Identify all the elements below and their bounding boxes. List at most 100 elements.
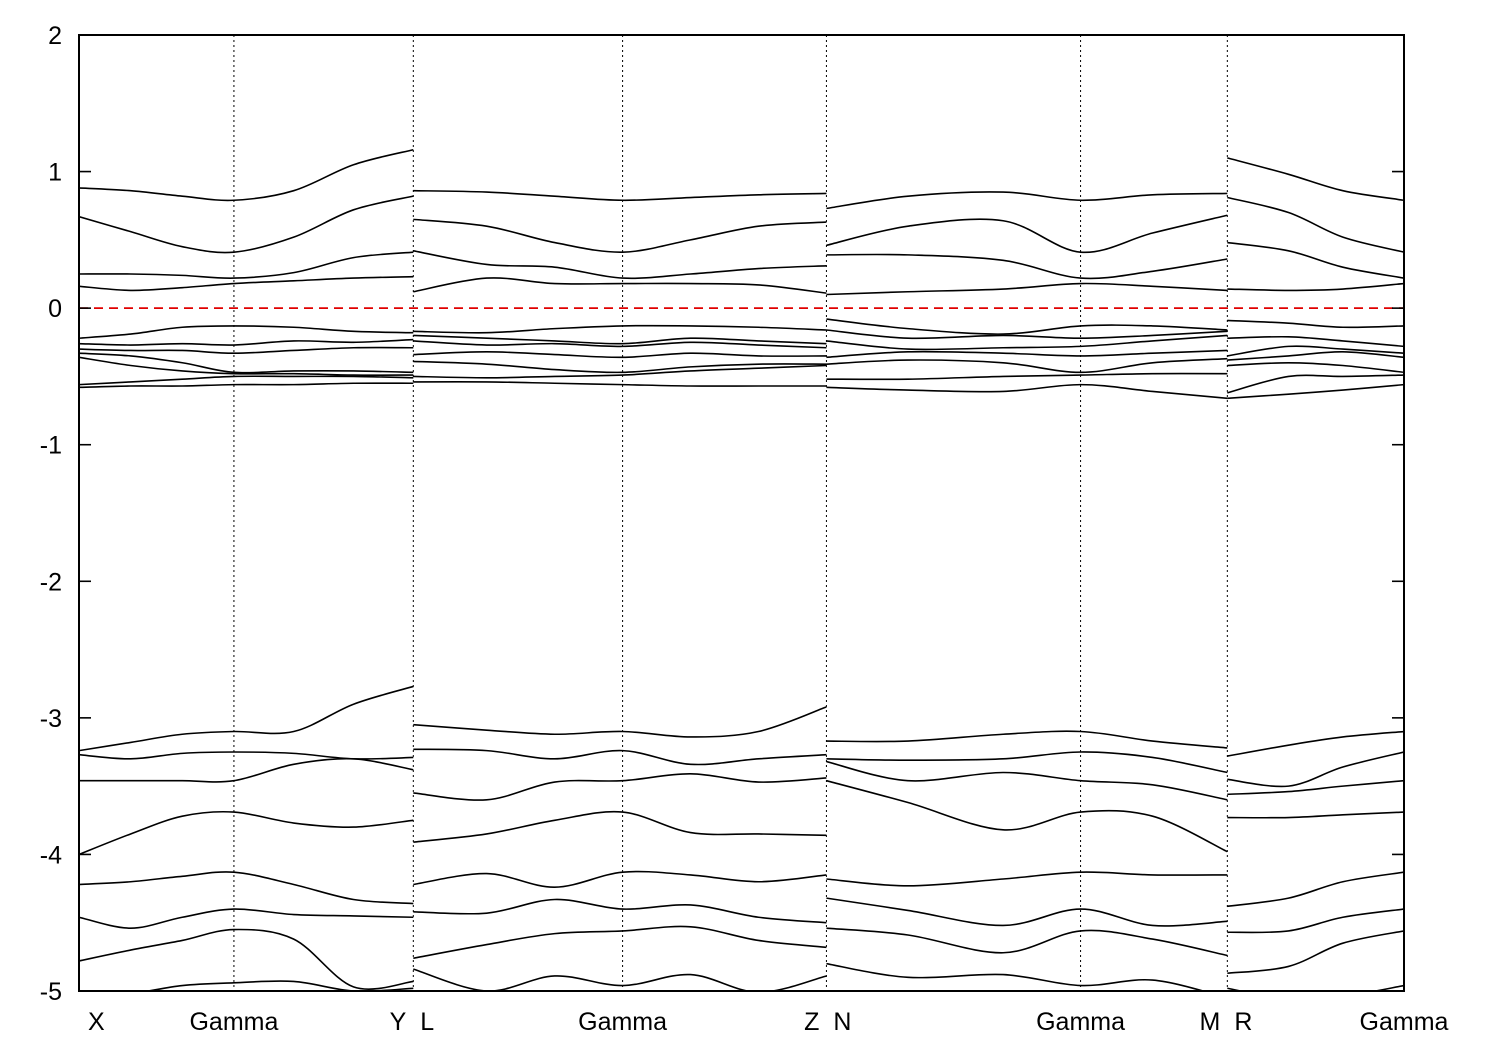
band-line (413, 748, 827, 766)
band-line (413, 277, 827, 294)
y-axis-tick-labels: -5 -4 -3 -2 -1 0 1 2 (40, 22, 62, 1006)
band-line (1227, 984, 1404, 991)
band-line (79, 148, 414, 202)
band-line (413, 773, 827, 801)
band-line (1227, 374, 1404, 394)
y-tick-label: -4 (40, 841, 62, 869)
y-tick-label: -1 (40, 432, 62, 460)
band-line (413, 898, 827, 924)
band-line (79, 871, 414, 905)
x-tick-label-m: M (1200, 1008, 1221, 1036)
band-line (79, 251, 414, 279)
band-line (1227, 908, 1404, 934)
band-line (413, 968, 827, 991)
band-segment-r-gamma (1227, 157, 1404, 991)
y-tick-label: 0 (48, 295, 62, 323)
band-line (79, 928, 414, 990)
y-tick-label: 1 (48, 159, 62, 187)
y-tick-label: -5 (40, 978, 62, 1006)
band-line (826, 871, 1228, 887)
x-tick-label-l: L (420, 1008, 434, 1036)
band-line (413, 380, 827, 387)
band-line (826, 191, 1228, 210)
y-tick-label: 2 (48, 22, 62, 50)
band-line (826, 962, 1206, 991)
band-line (413, 249, 827, 280)
band-line (413, 810, 827, 843)
band-line (79, 325, 414, 339)
x-tick-label-gamma: Gamma (578, 1008, 667, 1036)
band-line (826, 282, 1228, 296)
band-line (413, 360, 827, 374)
band-line (1227, 383, 1404, 400)
band-line (79, 356, 414, 376)
band-line (826, 253, 1228, 280)
band-line (413, 706, 827, 738)
band-line (1227, 319, 1404, 329)
band-line (1227, 871, 1404, 908)
band-line (826, 214, 1228, 254)
band-line (79, 757, 414, 783)
band-line (79, 685, 414, 752)
x-tick-label-y: Y (390, 1008, 407, 1036)
band-line (413, 189, 827, 202)
band-line (1227, 930, 1404, 975)
band-line (143, 980, 414, 991)
band-segment-l-gamma-z (413, 189, 827, 991)
band-line (79, 751, 414, 760)
x-tick-label-r: R (1234, 1008, 1252, 1036)
band-line (413, 351, 827, 359)
band-line (1227, 335, 1404, 348)
band-segment-n-gamma-m (826, 191, 1228, 991)
band-line (413, 925, 827, 960)
band-line (826, 730, 1228, 749)
band-line (826, 372, 1228, 381)
band-line (826, 751, 1228, 774)
band-line (1227, 282, 1404, 292)
high-symmetry-lines (233, 35, 1228, 991)
x-tick-label-gamma: Gamma (189, 1008, 278, 1036)
band-line (79, 382, 414, 389)
band-line (79, 352, 414, 374)
band-line (413, 218, 827, 253)
band-line (1227, 351, 1404, 361)
band-line (826, 329, 1228, 340)
band-line (79, 810, 414, 856)
y-axis-ticks (79, 34, 1404, 992)
y-tick-label: -2 (40, 568, 62, 596)
band-line (1227, 730, 1404, 757)
band-line (1227, 361, 1404, 374)
band-line (826, 349, 1228, 359)
band-segment-x-gamma-y (79, 148, 414, 991)
band-line (79, 338, 414, 346)
band-line (1227, 779, 1404, 796)
band-line (79, 195, 414, 254)
band-line (1227, 751, 1404, 788)
band-line (826, 760, 1228, 801)
band-line (826, 318, 1228, 335)
band-line (1227, 157, 1404, 202)
band-line (1227, 811, 1404, 819)
band-line (79, 346, 414, 355)
x-tick-label-gamma: Gamma (1036, 1008, 1125, 1036)
band-line (826, 334, 1228, 351)
x-tick-label-n: N (833, 1008, 851, 1036)
band-line (1227, 196, 1404, 253)
x-axis-tick-labels: X Gamma Y L Gamma Z N Gamma M R Gamma (88, 1008, 1449, 1036)
band-line (413, 870, 827, 889)
band-line (826, 383, 1228, 400)
x-tick-label-x: X (88, 1008, 105, 1036)
band-line (826, 779, 1228, 853)
band-line (413, 324, 827, 334)
x-tick-label-gamma: Gamma (1360, 1008, 1449, 1036)
band-line (826, 357, 1228, 374)
band-line (79, 908, 414, 929)
plot-frame (78, 34, 1405, 992)
x-tick-label-z: Z (804, 1008, 819, 1036)
band-line (1227, 241, 1404, 279)
band-line (1227, 345, 1404, 357)
y-tick-label: -3 (40, 705, 62, 733)
band-line (413, 334, 827, 345)
band-line (826, 927, 1228, 957)
